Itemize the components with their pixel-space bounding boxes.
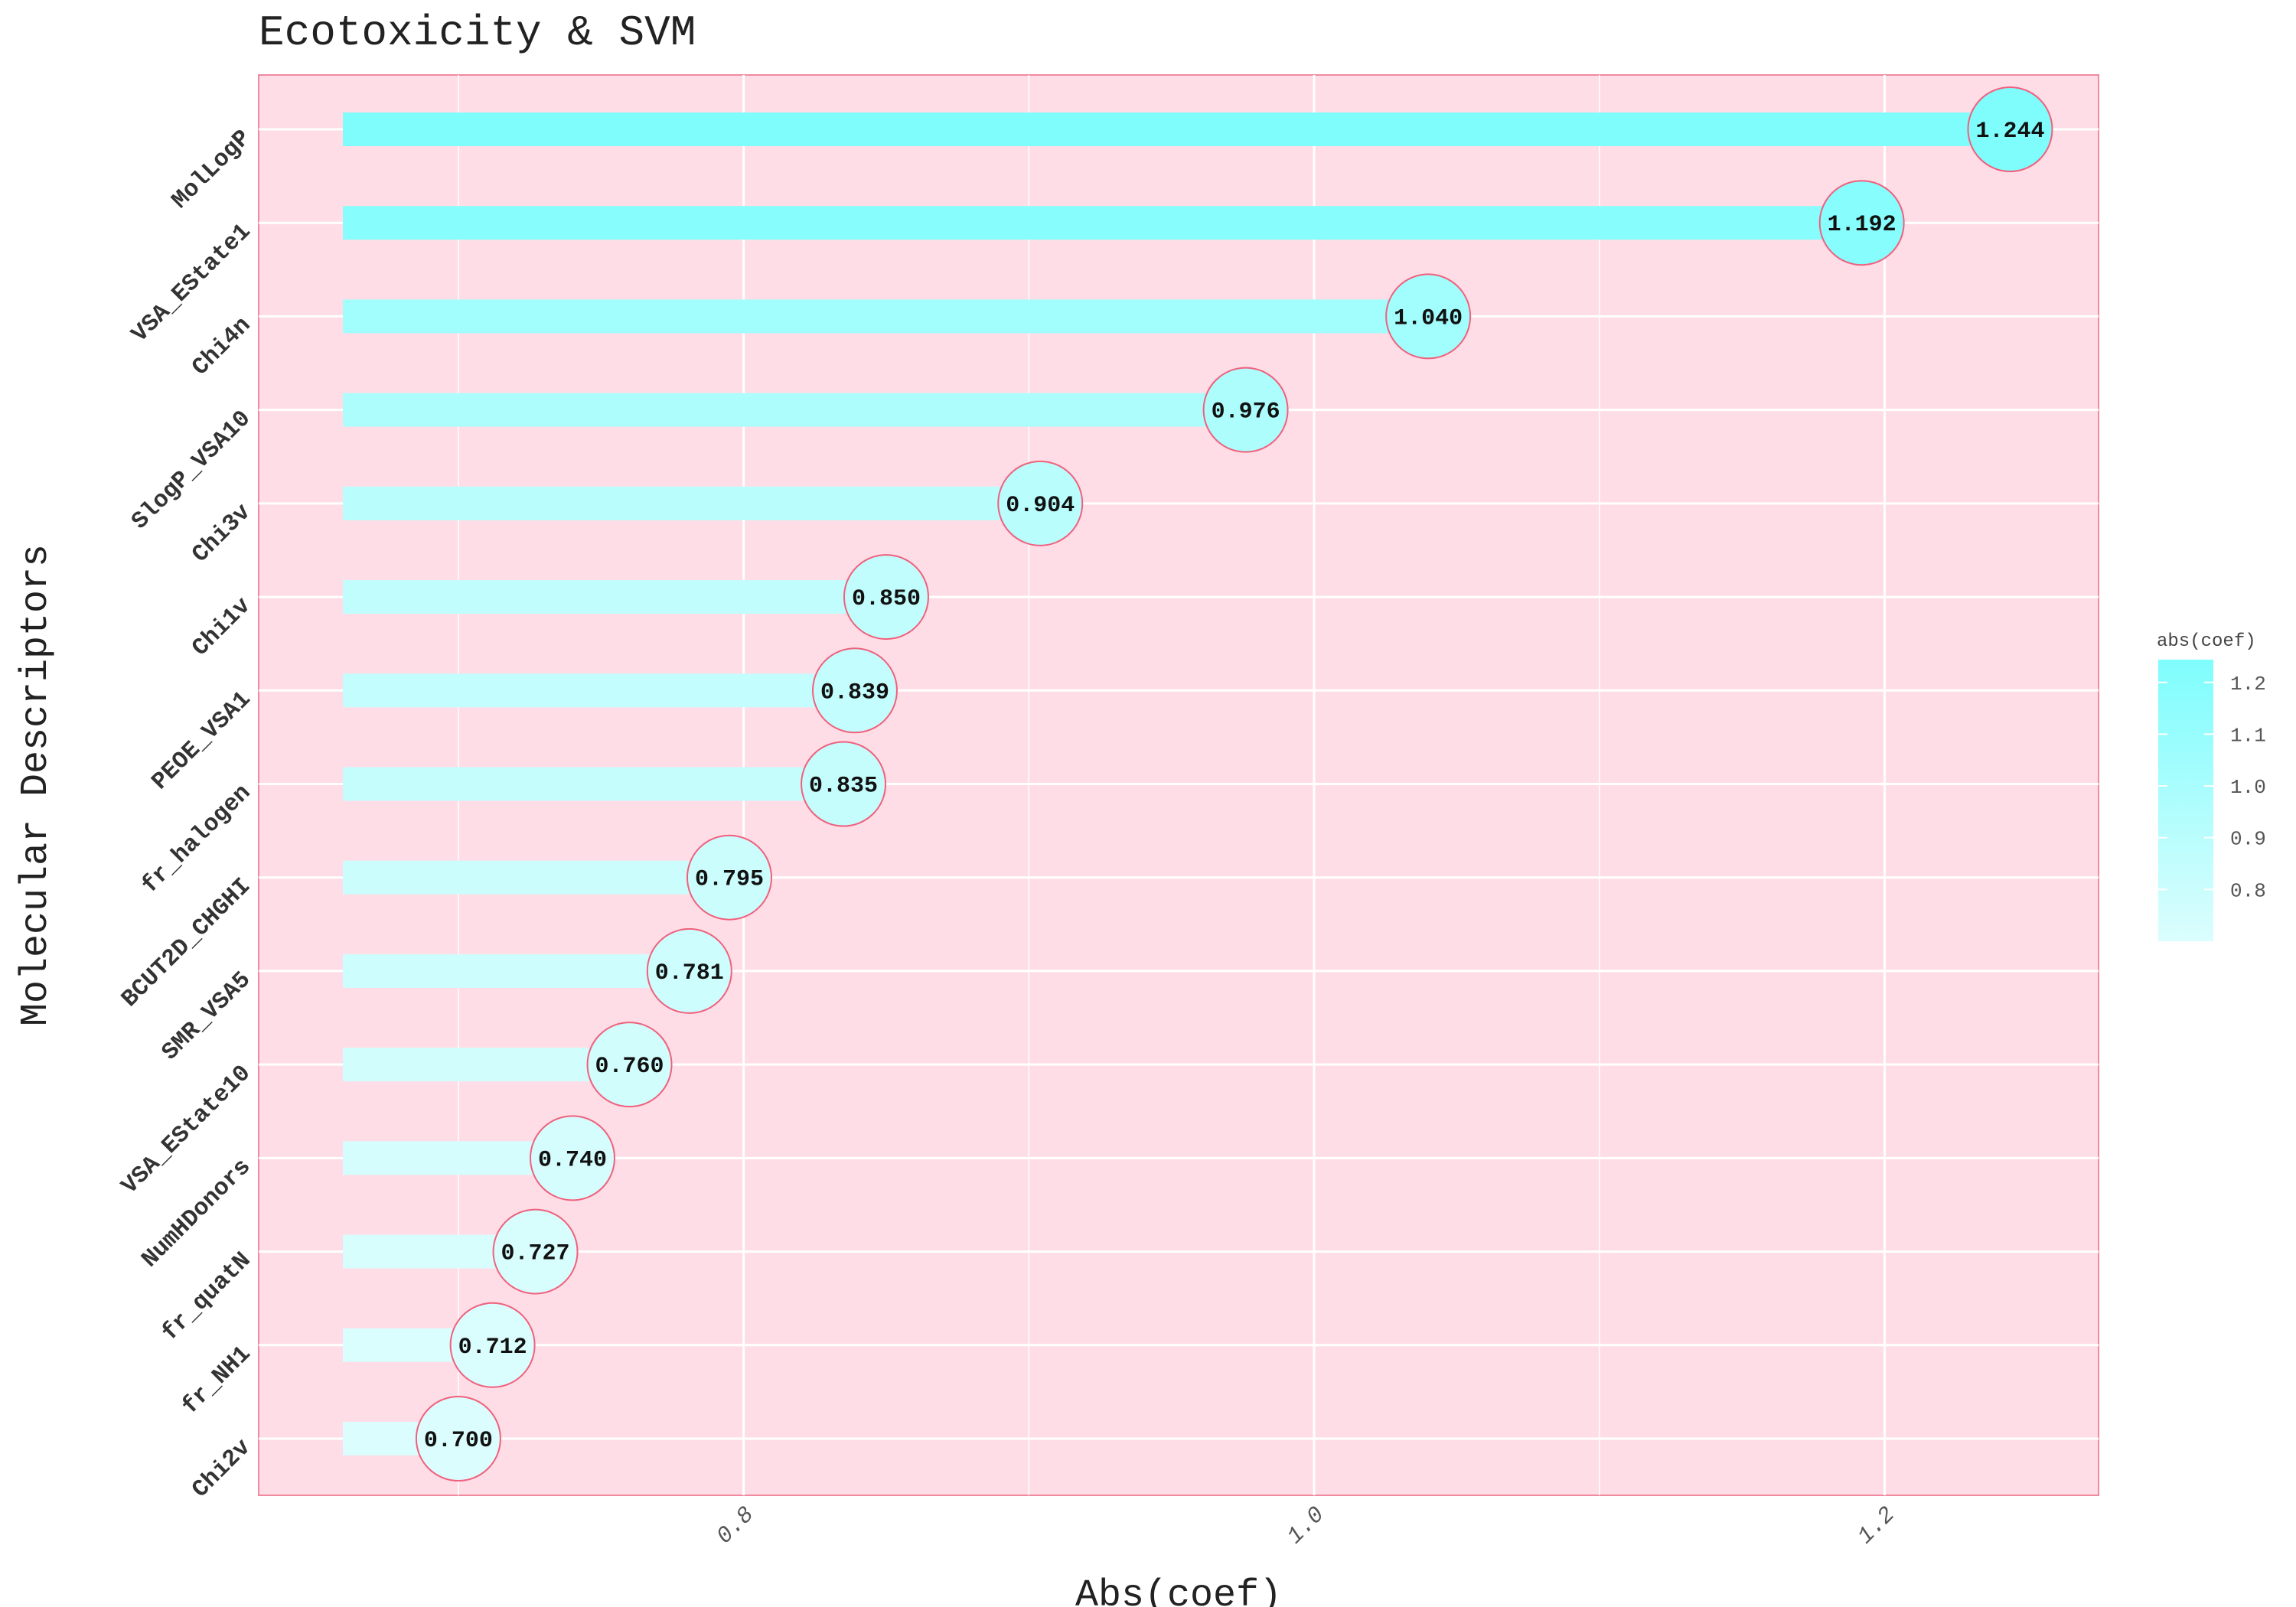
bar	[343, 486, 1041, 520]
legend-tick-label: 0.8	[2230, 879, 2266, 902]
bar	[343, 1048, 630, 1082]
x-tick-label: 1.0	[1283, 1502, 1330, 1550]
data-label: 0.700	[424, 1428, 493, 1454]
value-marker	[997, 460, 1084, 546]
value-marker	[686, 834, 772, 921]
color-legend: abs(coef) 1.2 1.1 1.0 0.9 0.8	[2157, 631, 2266, 941]
legend-colorbar	[2158, 660, 2213, 941]
bar	[343, 767, 844, 801]
bar	[343, 580, 886, 614]
y-axis-title: Molecular Descriptors	[15, 544, 58, 1026]
legend-title: abs(coef)	[2157, 631, 2256, 652]
data-label: 0.712	[458, 1335, 527, 1361]
y-tick-label: Chi3v	[188, 499, 257, 569]
x-axis-title: Abs(coef)	[1075, 1574, 1282, 1607]
value-marker	[1385, 273, 1472, 360]
data-label: 0.760	[595, 1054, 664, 1080]
value-marker	[529, 1115, 615, 1201]
y-tick-label: SMR_VSA5	[157, 966, 256, 1066]
data-label: 0.839	[820, 680, 889, 706]
bar	[343, 953, 690, 988]
value-marker	[586, 1022, 673, 1108]
data-label: 1.192	[1828, 212, 1896, 238]
bar	[343, 860, 729, 895]
legend-tick-label: 0.9	[2230, 828, 2266, 851]
value-marker	[843, 554, 929, 641]
y-tick-label: PEOE_VSA1	[147, 686, 256, 796]
legend-tick-label: 1.1	[2230, 724, 2266, 747]
data-label: 0.740	[538, 1147, 607, 1173]
value-marker	[646, 927, 732, 1014]
data-label: 0.795	[695, 867, 764, 893]
data-label: 0.976	[1212, 399, 1280, 425]
y-tick-label: MolLogP	[167, 125, 256, 214]
y-tick-label: Chi4n	[188, 312, 257, 382]
bar	[343, 299, 1429, 334]
bar	[343, 673, 855, 708]
x-tick-label: 1.2	[1853, 1502, 1900, 1550]
data-label: 0.835	[809, 774, 878, 800]
data-label: 0.727	[501, 1241, 570, 1267]
legend-tick-label: 1.0	[2230, 776, 2266, 799]
bar	[343, 393, 1246, 427]
data-label: 1.244	[1975, 119, 2044, 145]
value-marker	[1967, 86, 2053, 172]
y-tick-label: fr_quatN	[157, 1247, 256, 1347]
value-marker	[1818, 180, 1905, 266]
legend-tick-label: 1.2	[2230, 673, 2266, 696]
value-marker	[415, 1396, 501, 1482]
y-tick-label: Chi2v	[188, 1434, 257, 1504]
data-label: 0.850	[852, 586, 921, 612]
value-marker	[449, 1302, 536, 1388]
data-label: 0.781	[655, 960, 724, 986]
value-marker	[492, 1208, 579, 1295]
y-tick-label: fr_NH1	[177, 1341, 256, 1420]
bar	[343, 206, 1862, 240]
y-tick-labels: MolLogPVSA_EState1Chi4nSlogP_VSA10Chi3vC…	[116, 125, 256, 1504]
value-markers: 1.244 1.192 1.040 0.976 0.904 0.850 0.839 0.835…	[415, 86, 2053, 1482]
legend-ticks: 1.2 1.1 1.0 0.9 0.8	[2158, 673, 2266, 902]
value-marker	[801, 741, 887, 827]
value-marker	[811, 647, 898, 734]
y-tick-label: Chi1v	[188, 592, 257, 662]
value-marker	[1202, 367, 1289, 453]
bars	[343, 112, 2011, 1455]
x-tick-labels: 0.8 1.0 1.2	[712, 1502, 1900, 1550]
bar	[343, 112, 2011, 146]
chart-title: Ecotoxicity & SVM	[259, 8, 696, 57]
x-tick-label: 0.8	[712, 1502, 759, 1550]
data-label: 0.904	[1006, 493, 1075, 519]
data-label: 1.040	[1394, 305, 1463, 331]
